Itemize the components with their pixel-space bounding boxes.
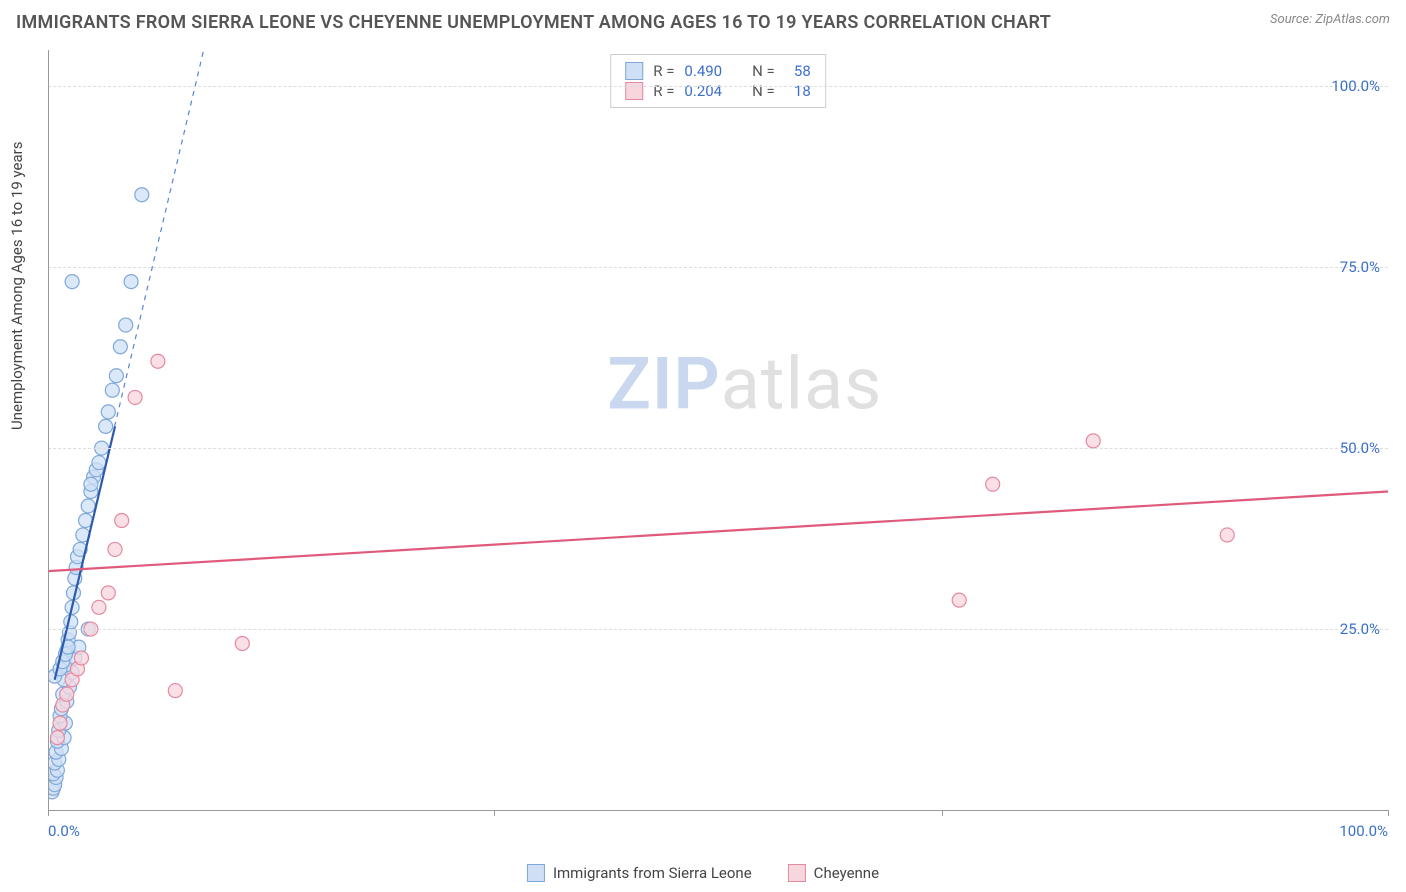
y-axis-label: Unemployment Among Ages 16 to 19 years: [8, 142, 26, 430]
gridline: [48, 86, 1388, 87]
trend-line: [48, 492, 1388, 572]
n-label: N =: [752, 82, 775, 100]
data-point: [986, 477, 1000, 491]
data-point: [952, 593, 966, 607]
data-point: [124, 275, 138, 289]
stats-legend: R = 0.490 N = 58 R = 0.204 N = 18: [610, 54, 826, 108]
legend-swatch: [625, 62, 643, 80]
x-tick-label: 0.0%: [48, 822, 80, 840]
title-bar: IMMIGRANTS FROM SIERRA LEONE VS CHEYENNE…: [16, 12, 1390, 33]
data-point: [101, 405, 115, 419]
data-point: [105, 383, 119, 397]
data-point: [65, 275, 79, 289]
data-point: [1220, 528, 1234, 542]
r-value: 0.490: [684, 62, 722, 80]
data-point: [119, 318, 133, 332]
data-point: [64, 615, 78, 629]
trend-line: [55, 426, 115, 679]
r-label: R =: [653, 82, 674, 100]
legend-swatch: [625, 82, 643, 100]
n-value: 18: [785, 82, 811, 100]
chart-title: IMMIGRANTS FROM SIERRA LEONE VS CHEYENNE…: [16, 12, 1051, 33]
x-axis-line: [48, 810, 1388, 811]
plot-area: ZIPatlas R =0.490N =58R =0.204N =18 25.0…: [48, 50, 1388, 810]
data-point: [50, 731, 64, 745]
scatter-plot-svg: [48, 50, 1388, 810]
gridline: [48, 448, 1388, 449]
series-legend-item: Immigrants from Sierra Leone: [527, 864, 752, 882]
data-point: [101, 586, 115, 600]
r-value: 0.204: [684, 82, 722, 100]
data-point: [108, 542, 122, 556]
y-tick-label: 100.0%: [1331, 77, 1380, 95]
y-tick-label: 25.0%: [1340, 620, 1380, 638]
data-point: [151, 354, 165, 368]
x-tick-mark: [942, 810, 943, 816]
stats-legend-row: R = 0.204 N = 18: [625, 81, 811, 101]
series-legend: Immigrants from Sierra Leone Cheyenne: [527, 864, 879, 882]
data-point: [84, 477, 98, 491]
y-axis-line: [48, 50, 49, 810]
data-point: [92, 600, 106, 614]
data-point: [60, 687, 74, 701]
data-point: [235, 637, 249, 651]
data-point: [1086, 434, 1100, 448]
data-point: [115, 513, 129, 527]
series-legend-label: Cheyenne: [814, 864, 879, 882]
data-point: [99, 419, 113, 433]
x-tick-mark: [1388, 810, 1389, 816]
legend-swatch: [788, 864, 806, 882]
gridline: [48, 267, 1388, 268]
gridline: [48, 629, 1388, 630]
stats-legend-row: R = 0.490 N = 58: [625, 61, 811, 81]
data-point: [53, 716, 67, 730]
data-point: [168, 684, 182, 698]
data-point: [109, 369, 123, 383]
source-credit: Source: ZipAtlas.com: [1270, 12, 1390, 27]
y-tick-label: 50.0%: [1340, 439, 1380, 457]
legend-swatch: [527, 864, 545, 882]
x-tick-mark: [494, 810, 495, 816]
series-legend-item: Cheyenne: [788, 864, 879, 882]
r-label: R =: [653, 62, 674, 80]
data-point: [75, 651, 89, 665]
x-tick-label: 100.0%: [1339, 822, 1388, 840]
data-point: [113, 340, 127, 354]
x-tick-mark: [48, 810, 49, 816]
data-point: [92, 456, 106, 470]
n-label: N =: [752, 62, 775, 80]
data-point: [135, 188, 149, 202]
data-point: [81, 499, 95, 513]
y-tick-label: 75.0%: [1340, 258, 1380, 276]
data-point: [128, 390, 142, 404]
n-value: 58: [785, 62, 811, 80]
series-legend-label: Immigrants from Sierra Leone: [553, 864, 752, 882]
